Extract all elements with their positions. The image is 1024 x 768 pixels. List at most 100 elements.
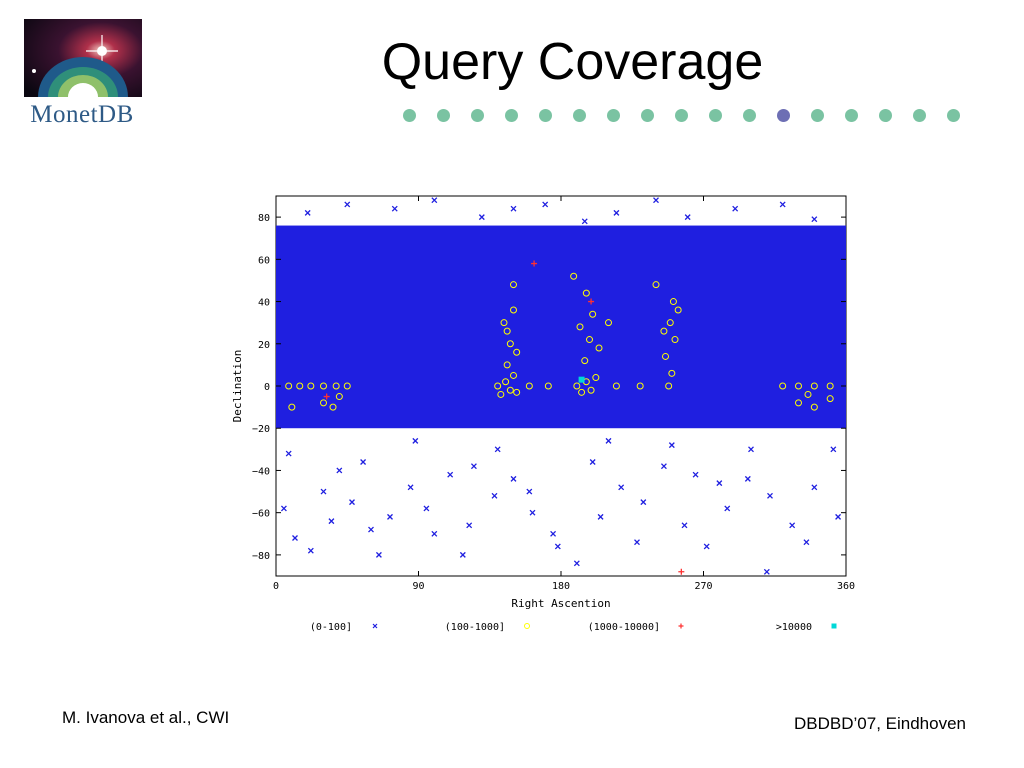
progress-dot bbox=[641, 109, 654, 122]
data-point-series-2 bbox=[513, 388, 521, 396]
data-point-series-1 bbox=[692, 471, 699, 478]
progress-dot bbox=[947, 109, 960, 122]
data-point-series-1 bbox=[605, 437, 612, 444]
data-point-series-1 bbox=[280, 505, 287, 512]
data-point-series-2 bbox=[343, 382, 351, 390]
data-point-series-2 bbox=[592, 374, 600, 382]
data-point-series-2 bbox=[513, 348, 521, 356]
x-tick-label: 270 bbox=[694, 581, 712, 592]
data-point-series-2 bbox=[804, 390, 812, 398]
data-point-series-2 bbox=[296, 382, 304, 390]
data-point-series-1 bbox=[387, 513, 393, 520]
footer-venue: DBDBD’07, Eindhoven bbox=[794, 714, 966, 733]
legend-marker bbox=[678, 623, 684, 629]
data-point-series-2 bbox=[288, 403, 296, 411]
data-point-series-2 bbox=[652, 281, 660, 289]
data-point-series-2 bbox=[502, 378, 510, 386]
x-axis-label: Right Ascention bbox=[511, 597, 610, 610]
data-point-series-1 bbox=[328, 518, 335, 525]
data-point-series-2 bbox=[525, 382, 533, 390]
data-point-series-2 bbox=[795, 382, 802, 390]
data-point-series-1 bbox=[613, 209, 620, 216]
progress-dot bbox=[743, 109, 756, 122]
data-point-series-2 bbox=[500, 319, 508, 327]
data-point-series-2 bbox=[605, 319, 612, 327]
data-point-series-1 bbox=[811, 484, 818, 491]
monetdb-logo: MonetDB bbox=[20, 19, 144, 129]
data-point-series-1 bbox=[803, 539, 810, 546]
progress-dot bbox=[879, 109, 892, 122]
data-point-series-4 bbox=[578, 376, 585, 383]
data-point-series-2 bbox=[576, 323, 584, 331]
coverage-band bbox=[276, 225, 846, 429]
data-point-series-2 bbox=[669, 298, 677, 306]
progress-dot bbox=[913, 109, 926, 122]
data-point-series-1 bbox=[653, 197, 659, 204]
data-point-series-1 bbox=[510, 205, 517, 212]
data-point-series-1 bbox=[789, 522, 796, 529]
data-point-series-1 bbox=[597, 513, 604, 520]
progress-dot bbox=[471, 109, 484, 122]
data-point-series-3 bbox=[323, 393, 330, 400]
y-tick-label: 20 bbox=[258, 340, 270, 351]
data-point-series-1 bbox=[703, 543, 710, 550]
data-point-series-2 bbox=[586, 336, 593, 344]
data-point-series-2 bbox=[510, 306, 517, 314]
data-point-series-2 bbox=[285, 382, 293, 390]
data-point-series-1 bbox=[767, 492, 773, 499]
data-point-series-2 bbox=[494, 382, 502, 390]
data-point-series-1 bbox=[529, 509, 536, 516]
data-point-series-1 bbox=[412, 437, 419, 444]
data-point-series-1 bbox=[407, 484, 414, 491]
progress-dot bbox=[845, 109, 858, 122]
data-point-series-1 bbox=[684, 214, 691, 221]
data-point-series-2 bbox=[660, 327, 668, 335]
data-point-series-1 bbox=[542, 201, 549, 208]
data-point-series-1 bbox=[640, 499, 647, 506]
footer-author: M. Ivanova et al., CWI bbox=[62, 708, 230, 727]
data-point-series-2 bbox=[589, 310, 597, 318]
data-point-series-2 bbox=[674, 306, 682, 314]
slide-progress-dots bbox=[400, 108, 970, 124]
data-point-series-2 bbox=[573, 382, 581, 390]
progress-dot bbox=[607, 109, 620, 122]
data-point-series-1 bbox=[466, 522, 473, 529]
legend-label: (100-1000] bbox=[445, 622, 505, 633]
data-point-series-2 bbox=[612, 382, 620, 390]
data-point-series-1 bbox=[835, 513, 842, 520]
data-point-series-1 bbox=[744, 475, 751, 482]
legend-label: >10000 bbox=[776, 622, 812, 633]
legend-marker bbox=[831, 623, 837, 629]
progress-dot bbox=[811, 109, 824, 122]
data-point-series-1 bbox=[304, 209, 311, 216]
x-tick-label: 360 bbox=[837, 581, 855, 592]
data-point-series-2 bbox=[544, 382, 552, 390]
progress-dot bbox=[709, 109, 722, 122]
progress-dot bbox=[573, 109, 586, 122]
data-point-series-2 bbox=[810, 382, 818, 390]
data-point-series-1 bbox=[779, 201, 786, 208]
progress-dot bbox=[675, 109, 688, 122]
data-point-series-1 bbox=[307, 547, 314, 554]
data-point-series-1 bbox=[581, 218, 588, 225]
data-point-series-1 bbox=[589, 459, 596, 465]
data-point-series-2 bbox=[329, 403, 337, 411]
data-point-series-1 bbox=[447, 471, 454, 478]
data-point-series-2 bbox=[587, 386, 595, 394]
y-tick-label: 60 bbox=[258, 255, 270, 266]
y-tick-label: 0 bbox=[264, 382, 270, 393]
data-point-series-1 bbox=[660, 463, 667, 470]
data-point-series-2 bbox=[662, 352, 669, 360]
data-point-series-1 bbox=[668, 442, 675, 449]
y-tick-label: −60 bbox=[252, 509, 270, 520]
progress-dot bbox=[539, 109, 552, 122]
y-tick-label: −40 bbox=[252, 466, 270, 477]
data-point-series-1 bbox=[748, 446, 754, 453]
data-point-series-1 bbox=[732, 205, 739, 212]
legend-label: (0-100] bbox=[310, 622, 352, 633]
data-point-series-2 bbox=[332, 382, 340, 390]
data-point-series-1 bbox=[510, 475, 517, 482]
data-point-series-2 bbox=[510, 371, 517, 379]
progress-dot bbox=[437, 109, 450, 122]
